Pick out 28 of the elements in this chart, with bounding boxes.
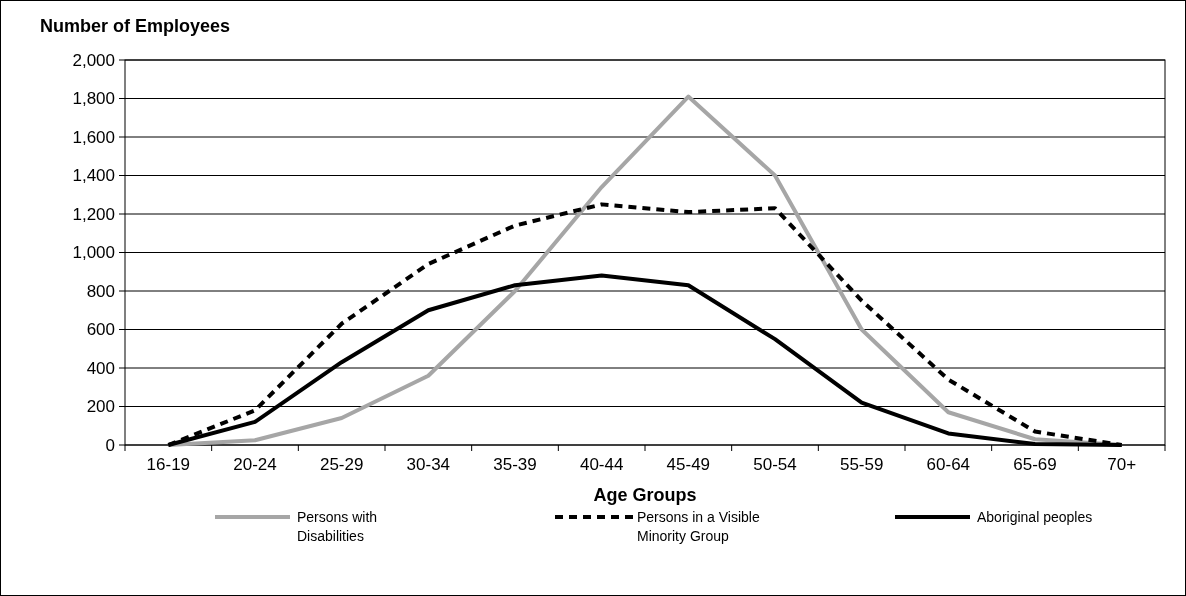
legend-label: Persons with Disabilities [297,509,378,544]
x-tick-label: 65-69 [1013,455,1057,474]
x-axis-title: Age Groups [593,485,697,505]
legend-label: Persons in a Visible Minority Group [637,509,760,544]
y-tick-label: 0 [105,435,115,455]
y-tick-label: 400 [86,358,115,378]
x-tick-label: 45-49 [666,455,711,474]
x-tick-label: 40-44 [579,455,624,474]
y-tick-label: 1,400 [72,166,115,186]
y-tick-label: 1,600 [72,127,115,147]
y-tick-label: 1,200 [72,204,115,224]
x-tick-label: 55-59 [839,455,884,474]
y-tick-label: 600 [86,320,115,340]
y-tick-label: 200 [86,397,115,417]
x-tick-label: 60-64 [926,455,971,474]
y-tick-label: 1,800 [72,89,115,109]
x-tick-label: 25-29 [319,455,364,474]
legend-label: Aboriginal peoples [977,509,1093,525]
x-tick-label: 70+ [1107,455,1137,474]
x-tick-label: 20-24 [233,455,277,474]
y-tick-label: 1,000 [72,243,115,263]
y-axis-title: Number of Employees [40,16,231,36]
x-tick-label: 30-34 [406,455,451,474]
x-tick-label: 16-19 [146,455,191,474]
x-tick-label: 35-39 [493,455,537,474]
x-tick-label: 50-54 [753,455,797,474]
y-tick-label: 800 [86,281,115,301]
y-tick-label: 2,000 [72,50,115,70]
